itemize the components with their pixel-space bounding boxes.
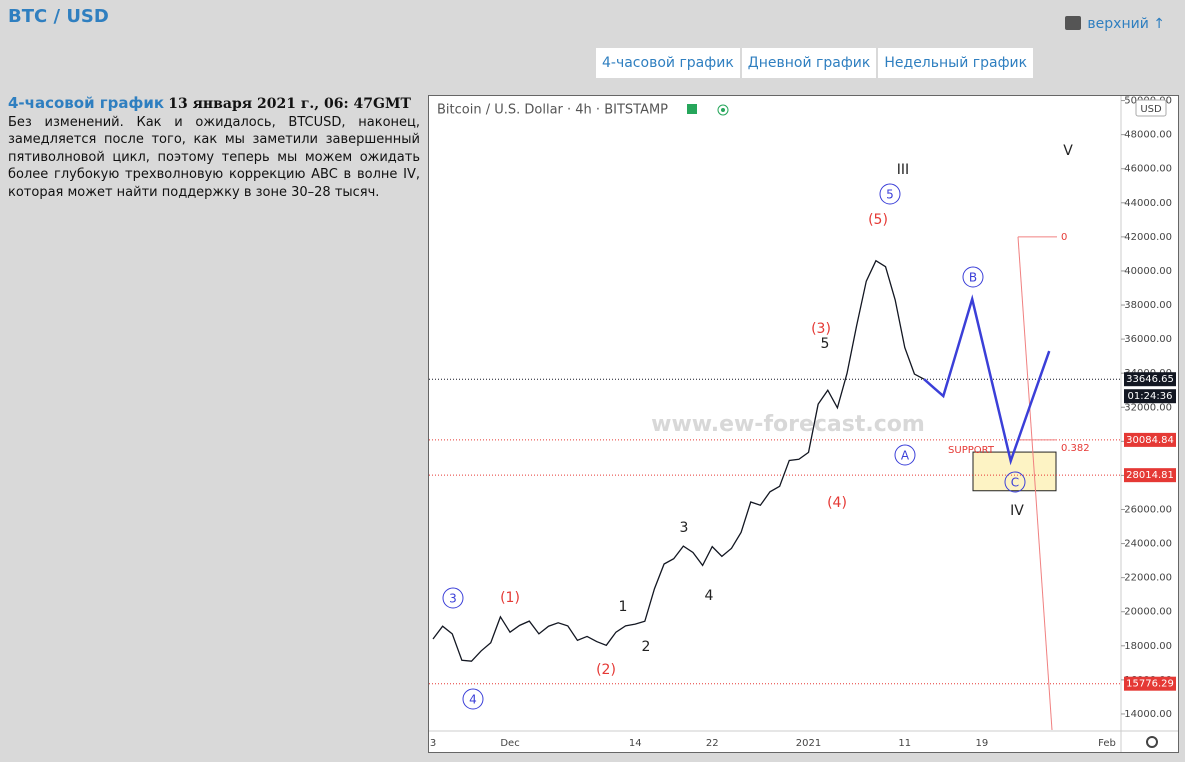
x-tick-label: 2021 [796, 738, 821, 749]
y-tick-label: 38000.00 [1124, 300, 1172, 311]
price-level-label: 15776.29 [1126, 679, 1174, 690]
printer-icon [1065, 16, 1082, 30]
y-tick-label: 14000.00 [1124, 709, 1172, 720]
wave-label: V [1063, 143, 1073, 159]
x-tick-label: Dec [500, 738, 519, 749]
y-tick-label: 22000.00 [1124, 573, 1172, 584]
price-line [923, 294, 1051, 466]
support-label: SUPPORT [948, 445, 995, 456]
wave-label: A [901, 449, 910, 463]
chart: www.ew-forecast.com Bitcoin / U.S. Dollar… [428, 95, 1179, 753]
x-tick-label: 3 [430, 738, 436, 749]
price-level-box [1124, 468, 1176, 483]
support-zone [972, 451, 1057, 492]
countdown: 01:24:36 [1128, 391, 1173, 402]
wave-circle [962, 266, 984, 288]
wave-label: (2) [596, 662, 616, 678]
currency-box [1135, 99, 1167, 117]
countdown-box [1124, 389, 1176, 404]
fib-diagonal [1017, 236, 1053, 731]
wave-label: 2 [642, 639, 651, 655]
y-tick-label: 46000.00 [1124, 164, 1172, 175]
price-level-box [1124, 676, 1176, 691]
currency: USD [1140, 104, 1162, 115]
wave-circle [462, 688, 484, 710]
wave-circle [1004, 471, 1026, 493]
wave-label: 4 [705, 588, 714, 604]
x-tick-label: 14 [629, 738, 642, 749]
y-tick-label: 42000.00 [1124, 232, 1172, 243]
wave-label: 1 [619, 599, 628, 615]
flag-icon [687, 104, 697, 114]
y-tick-label: 32000.00 [1124, 402, 1172, 413]
article-date: 13 января 2021 г., 06: 47GMT [168, 96, 411, 112]
wave-label: B [969, 271, 977, 285]
wave-label: 5 [886, 188, 894, 202]
wave-label: IV [1010, 503, 1024, 519]
price-level-box [1124, 432, 1176, 447]
price-level-label: 30084.84 [1126, 435, 1174, 446]
chart-title: Bitcoin / U.S. Dollar · 4h · BITSTAMP [437, 103, 668, 118]
y-tick-label: 18000.00 [1124, 641, 1172, 652]
wave-label: (4) [827, 495, 847, 511]
price-level-label: 33646.65 [1126, 374, 1174, 385]
y-tick-label: 36000.00 [1124, 334, 1172, 345]
wave-label: C [1011, 476, 1019, 490]
top-link[interactable]: верхний ↑ [1065, 16, 1165, 32]
settings-icon [1146, 736, 1158, 748]
tabs: 4-часовой график Дневной график Недельны… [596, 48, 1034, 78]
tab[interactable]: 4-часовой график [596, 48, 740, 78]
page-title: BTC / USD [8, 6, 109, 27]
watermark: www.ew-forecast.com [651, 412, 925, 437]
x-tick-label: 19 [975, 738, 988, 749]
y-tick-label: 24000.00 [1124, 539, 1172, 550]
wave-circle [894, 444, 916, 466]
status-dot [721, 108, 725, 112]
price-line [432, 259, 925, 662]
y-tick-label: 40000.00 [1124, 266, 1172, 277]
wave-label: 4 [469, 693, 477, 707]
wave-label: (3) [811, 321, 831, 337]
wave-label: (1) [500, 590, 520, 606]
x-tick-label: 11 [898, 738, 911, 749]
wave-label: 3 [449, 592, 457, 606]
article-body: Без изменений. Как и ожидалось, BTCUSD, … [8, 114, 420, 200]
tab[interactable]: Недельный график [878, 48, 1034, 78]
y-tick-label: 48000.00 [1124, 130, 1172, 141]
x-tick-label: Feb [1098, 738, 1116, 749]
price-level-label: 28014.81 [1126, 470, 1174, 481]
y-tick-label: 44000.00 [1124, 198, 1172, 209]
wave-label: III [897, 162, 909, 178]
fib-label: 0 [1061, 232, 1067, 243]
y-tick-label: 20000.00 [1124, 607, 1172, 618]
x-tick-label: 22 [706, 738, 719, 749]
wave-label: (5) [868, 212, 888, 228]
article-heading: 4-часовой график [8, 94, 165, 112]
wave-circle [879, 183, 901, 205]
y-tick-label: 26000.00 [1124, 504, 1172, 515]
tab[interactable]: Дневной график [741, 48, 877, 78]
wave-circle [442, 587, 464, 609]
article: 4-часовой график 13 января 2021 г., 06: … [8, 94, 420, 201]
wave-label: 3 [680, 520, 689, 536]
price-level-box [1124, 372, 1176, 387]
top-link-text[interactable]: верхний ↑ [1087, 16, 1165, 32]
fib-label: 0.382 [1061, 443, 1090, 454]
wave-label: 5 [821, 336, 830, 352]
